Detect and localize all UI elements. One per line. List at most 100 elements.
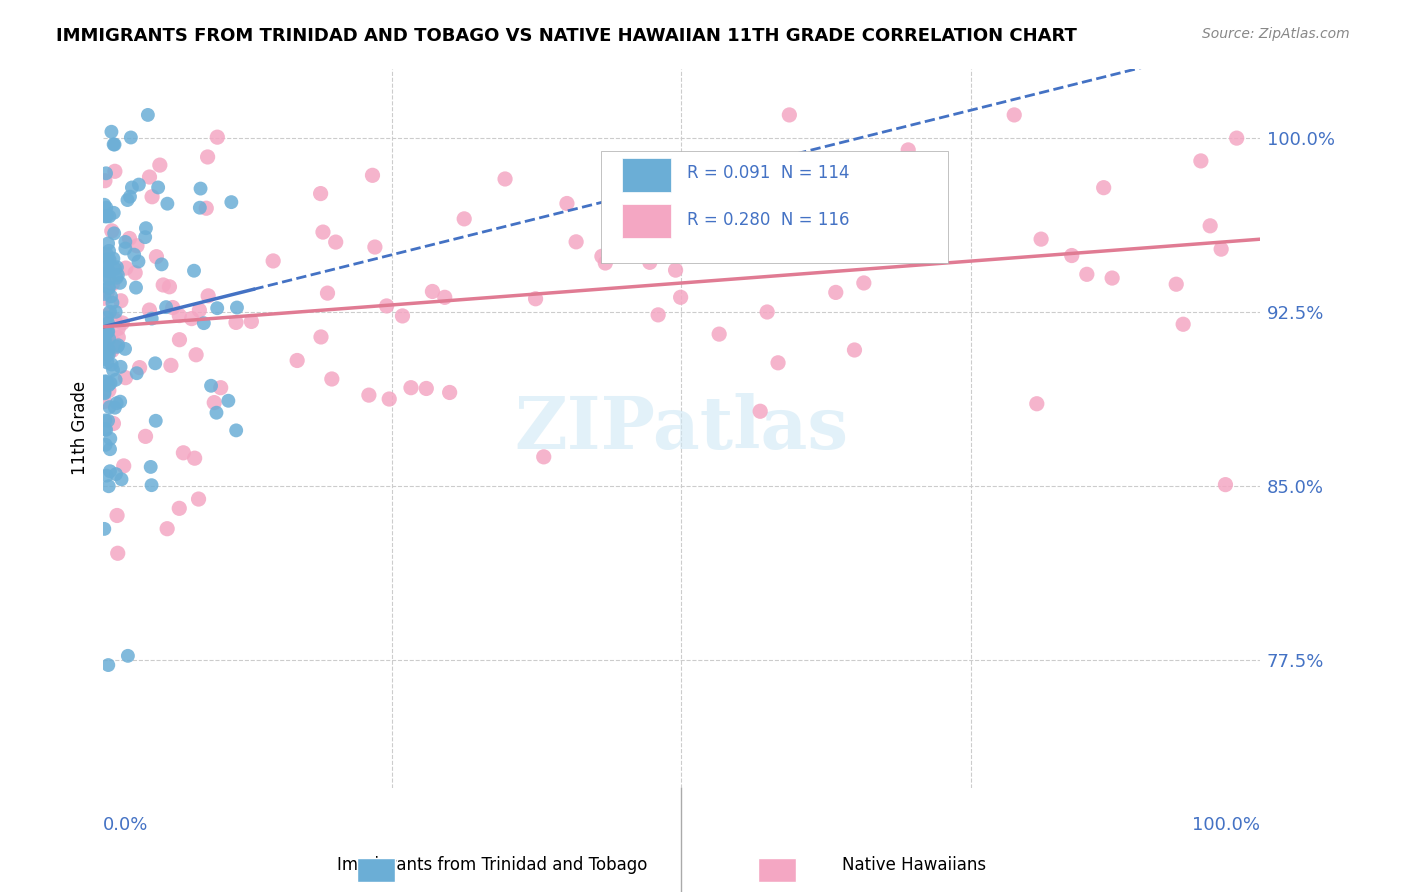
Point [312,225,335,239]
Point [98,305,121,319]
Point [125,366,148,380]
Point [1166,277,1188,292]
Point [309,186,332,201]
Point [98,332,121,346]
Point [104,401,127,415]
Point [749,404,772,418]
Point [439,385,461,400]
Point [122,248,145,262]
Point [262,254,284,268]
Point [187,491,209,506]
Point [207,130,229,145]
Point [197,150,219,164]
Point [93,291,115,305]
Point [96,260,118,275]
Point [118,231,141,245]
Point [96,201,118,215]
Point [104,313,127,327]
Point [180,311,202,326]
Point [94,423,117,437]
Point [107,268,129,282]
Point [162,301,184,315]
Point [422,285,444,299]
Point [94,210,117,224]
Point [1029,232,1052,246]
Point [103,417,125,431]
Point [97,479,120,493]
Point [321,372,343,386]
Point [217,393,239,408]
Point [135,221,157,235]
Point [98,400,121,414]
Point [110,359,132,374]
Point [97,236,120,251]
Text: Source: ZipAtlas.com: Source: ZipAtlas.com [1202,27,1350,41]
Point [1002,108,1025,122]
Point [225,315,247,329]
Point [101,343,124,358]
Point [591,249,613,263]
Point [94,422,117,436]
Point [150,257,173,271]
Point [110,293,132,308]
Point [183,451,205,466]
Point [766,356,789,370]
Point [111,316,134,330]
Point [93,287,115,301]
Point [101,363,124,377]
Point [114,242,136,256]
Point [146,180,169,194]
Point [1092,180,1115,194]
Point [533,450,555,464]
Point [852,276,875,290]
Point [97,325,120,339]
Point [124,266,146,280]
Point [118,189,141,203]
Point [94,438,117,452]
Point [325,235,347,249]
Point [103,227,125,241]
Point [114,370,136,384]
Point [638,255,661,269]
Point [107,321,129,335]
Point [145,250,167,264]
Point [93,271,115,285]
Point [226,301,249,315]
Point [433,290,456,304]
Point [565,235,588,249]
Point [121,180,143,194]
Point [240,314,263,328]
Point [108,276,131,290]
Point [97,378,120,392]
Point [139,459,162,474]
Point [167,501,190,516]
Point [104,261,127,276]
Point [285,353,308,368]
Point [1189,153,1212,168]
Point [97,347,120,361]
Point [117,193,139,207]
Point [364,240,387,254]
Point [375,299,398,313]
Point [97,343,120,357]
Point [193,316,215,330]
Point [114,235,136,249]
Point [378,392,401,406]
Point [152,277,174,292]
Point [1173,318,1195,332]
Point [93,339,115,353]
Point [184,348,207,362]
Point [104,373,127,387]
Point [141,190,163,204]
Point [141,478,163,492]
Point [96,285,118,300]
Point [1215,477,1237,491]
Point [103,252,125,266]
Point [145,414,167,428]
Point [96,246,118,260]
Point [96,347,118,361]
Point [357,388,380,402]
Point [125,239,148,253]
Text: R = 0.091  N = 114: R = 0.091 N = 114 [688,164,849,182]
Point [98,271,121,285]
